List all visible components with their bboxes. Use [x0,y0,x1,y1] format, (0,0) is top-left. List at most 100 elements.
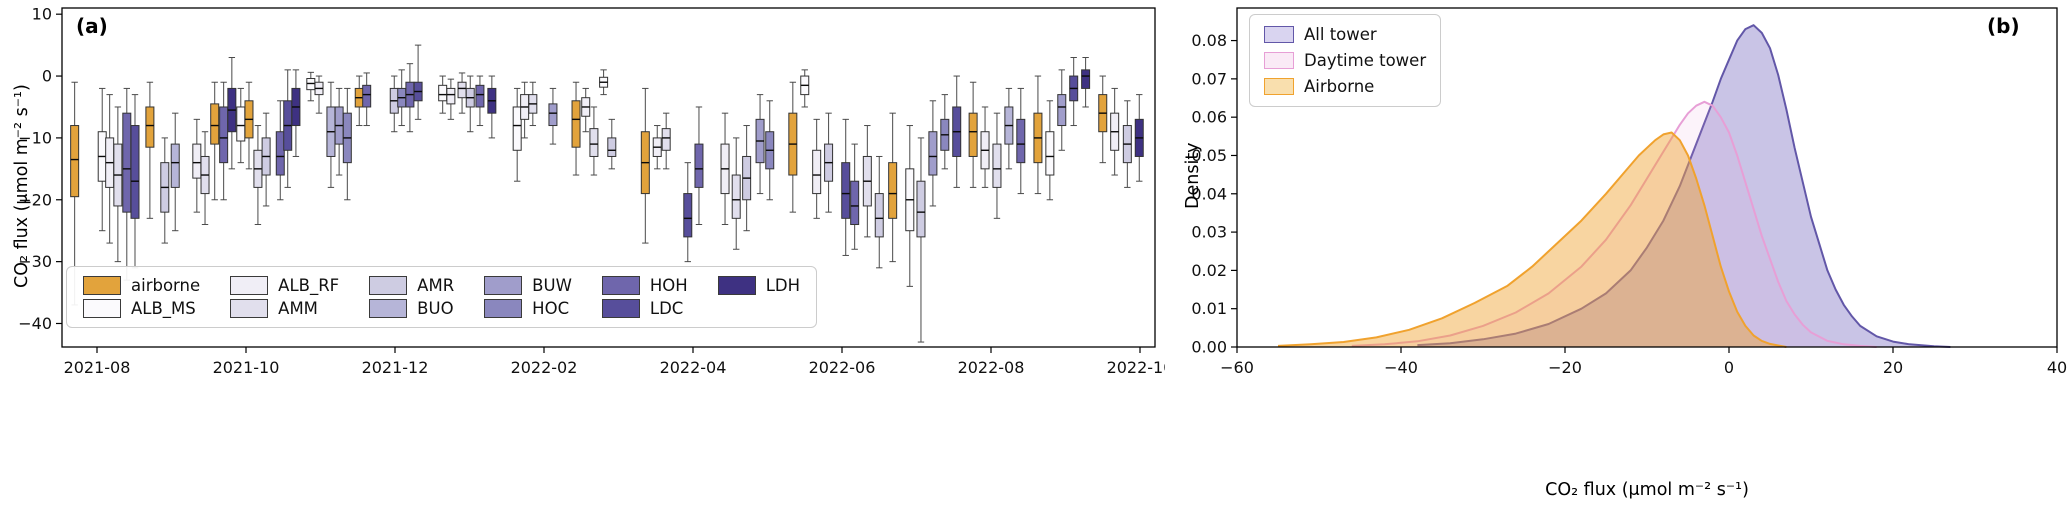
legend-label: HOH [649,276,688,295]
panel-b-spine [1236,7,2058,348]
y-tick-label: 0.03 [1191,223,1227,242]
panel-b-xlabel: CO₂ flux (μmol m⁻² s⁻¹) [1545,480,1749,500]
x-tick-label: −60 [1220,358,1254,377]
density-line-All tower [1417,24,1951,348]
density-fill-All tower [1417,25,1951,347]
legend-swatch-LDH [717,276,756,295]
legend-label: BUW [532,276,572,295]
x-tick-label: 20 [1883,358,1903,377]
boxplot-box-ALB_RF [105,94,115,244]
legend-swatch-LDC [601,299,640,318]
boxplot-box-AMR [160,137,170,244]
boxplot-box-AMR [389,75,399,133]
legend-swatch-BUO [369,299,408,318]
boxplot-box-airborne [145,81,155,219]
legend-item-HOH: HOH [601,276,688,295]
legend-label: ALB_MS [131,299,196,318]
legend-item-daytime-tower: Daytime tower [1264,51,1426,70]
boxplot-box-ALB_RF [1110,87,1120,176]
density-line-Airborne [1277,131,1787,348]
legend-swatch-airborne [83,276,121,295]
legend-label: AMM [278,299,318,318]
panel-b-plot-canvas: −60 −40 −20 0 20 400.000.010.020.030.040.050.… [1191,7,2067,377]
panel-a-label: (a) [76,14,108,38]
boxplot-box-HOH [850,143,860,250]
legend-label: AMR [417,276,455,295]
legend-item-airborne: airborne [83,276,200,295]
boxplot-box-AMR [261,112,271,207]
legend-swatch [1264,52,1294,69]
legend-item-LDH: LDH [717,276,800,295]
boxplot-box-HOH [1016,87,1026,195]
boxplot-box-airborne [571,81,581,176]
legend-item-ALB_MS: ALB_MS [83,299,200,318]
boxplot-box-ALB_RF [446,78,456,120]
legend-label: All tower [1304,25,1377,44]
boxplot-box-HOC [940,94,950,170]
panel-b-y-axis: 0.00 0.01 0.02 0.03 0.04 0.05 0.06 0.07 0.08 [1191,31,1237,357]
panel-b-label: (b) [1987,14,2020,38]
legend-swatch [1264,26,1294,43]
boxplot-box-AMM [589,106,599,176]
boxplot-box-HOH [275,100,285,201]
boxplot-box-LDC [841,118,851,256]
boxplot-box-LDH [1134,94,1144,182]
panel-a-spine [61,7,1156,348]
boxplot-box-HOC [342,87,352,201]
boxplot-box-AMM [457,72,467,114]
x-tick-label: 2022-02 [511,358,578,377]
boxplot-box-ALB_MS [97,87,107,232]
boxplot-box-ALB_RF [812,118,822,219]
boxplot-box-ALB_MS [438,75,448,114]
boxplot-box-AMM [862,125,872,238]
boxplot-box-ALB_MS [512,87,522,182]
boxplot-box-airborne [1033,75,1043,195]
x-tick-label: 0 [1724,358,1734,377]
boxplot-box-airborne [210,81,220,201]
boxplot-box-AMR [465,75,475,133]
boxplot-box-LDC [413,44,423,120]
legend-item-HOC: HOC [484,299,572,318]
boxplot-box-LDH [487,75,497,139]
x-tick-label: 2021-12 [362,358,429,377]
boxplot-box-AMM [731,137,741,250]
boxplot-box-HOH [122,87,132,281]
boxplot-box-AMR [742,125,752,232]
legend-item-LDC: LDC [601,299,688,318]
boxplot-box-AMM [113,106,123,263]
legend-label: ALB_RF [278,276,340,295]
legend-item-BUW: BUW [484,276,572,295]
legend-item-all-tower: All tower [1264,25,1426,44]
legend-swatch-ALB_MS [83,299,121,318]
y-tick-label: −10 [18,128,52,147]
legend-item-AMM: AMM [230,299,339,318]
legend-item-AMR: AMR [369,276,454,295]
boxplot-box-ALB_RF [980,106,990,188]
x-tick-label: −20 [1548,358,1582,377]
boxplot-box-BUO [170,112,180,232]
panel-a-boxplot: 2021-08 2021-10 2021-12 2022-02 2022-04 2022-… [12,5,1165,377]
legend-label: Airborne [1304,77,1375,96]
boxplot-box-LDC [683,162,693,263]
x-tick-label: 2022-08 [958,358,1025,377]
y-tick-label: −40 [18,314,52,333]
x-tick-label: 40 [2047,358,2067,377]
legend-label: Daytime tower [1304,51,1427,70]
boxplot-box-AMR [874,155,884,269]
boxplot-box-ALB_MS [800,69,810,108]
legend-item-airborne: Airborne [1264,77,1426,96]
y-tick-label: 0.07 [1191,69,1227,88]
boxplot-box-airborne [788,81,798,213]
boxplot-box-LDC [952,75,962,188]
panel-b-ylabel: Density [1183,142,1203,209]
boxplot-box-BUO [326,81,336,188]
x-tick-label: 2022-04 [660,358,727,377]
legend-swatch-BUW [484,276,523,295]
y-tick-label: 0.00 [1191,338,1227,357]
boxplot-box-ALB_RF [192,118,202,213]
boxplot-box-BUW [548,87,558,145]
boxplot-box-AMM [528,81,538,127]
y-tick-label: 0.02 [1191,261,1227,280]
boxplot-box-HOH [219,81,229,201]
boxplot-box-BUW [334,87,344,176]
